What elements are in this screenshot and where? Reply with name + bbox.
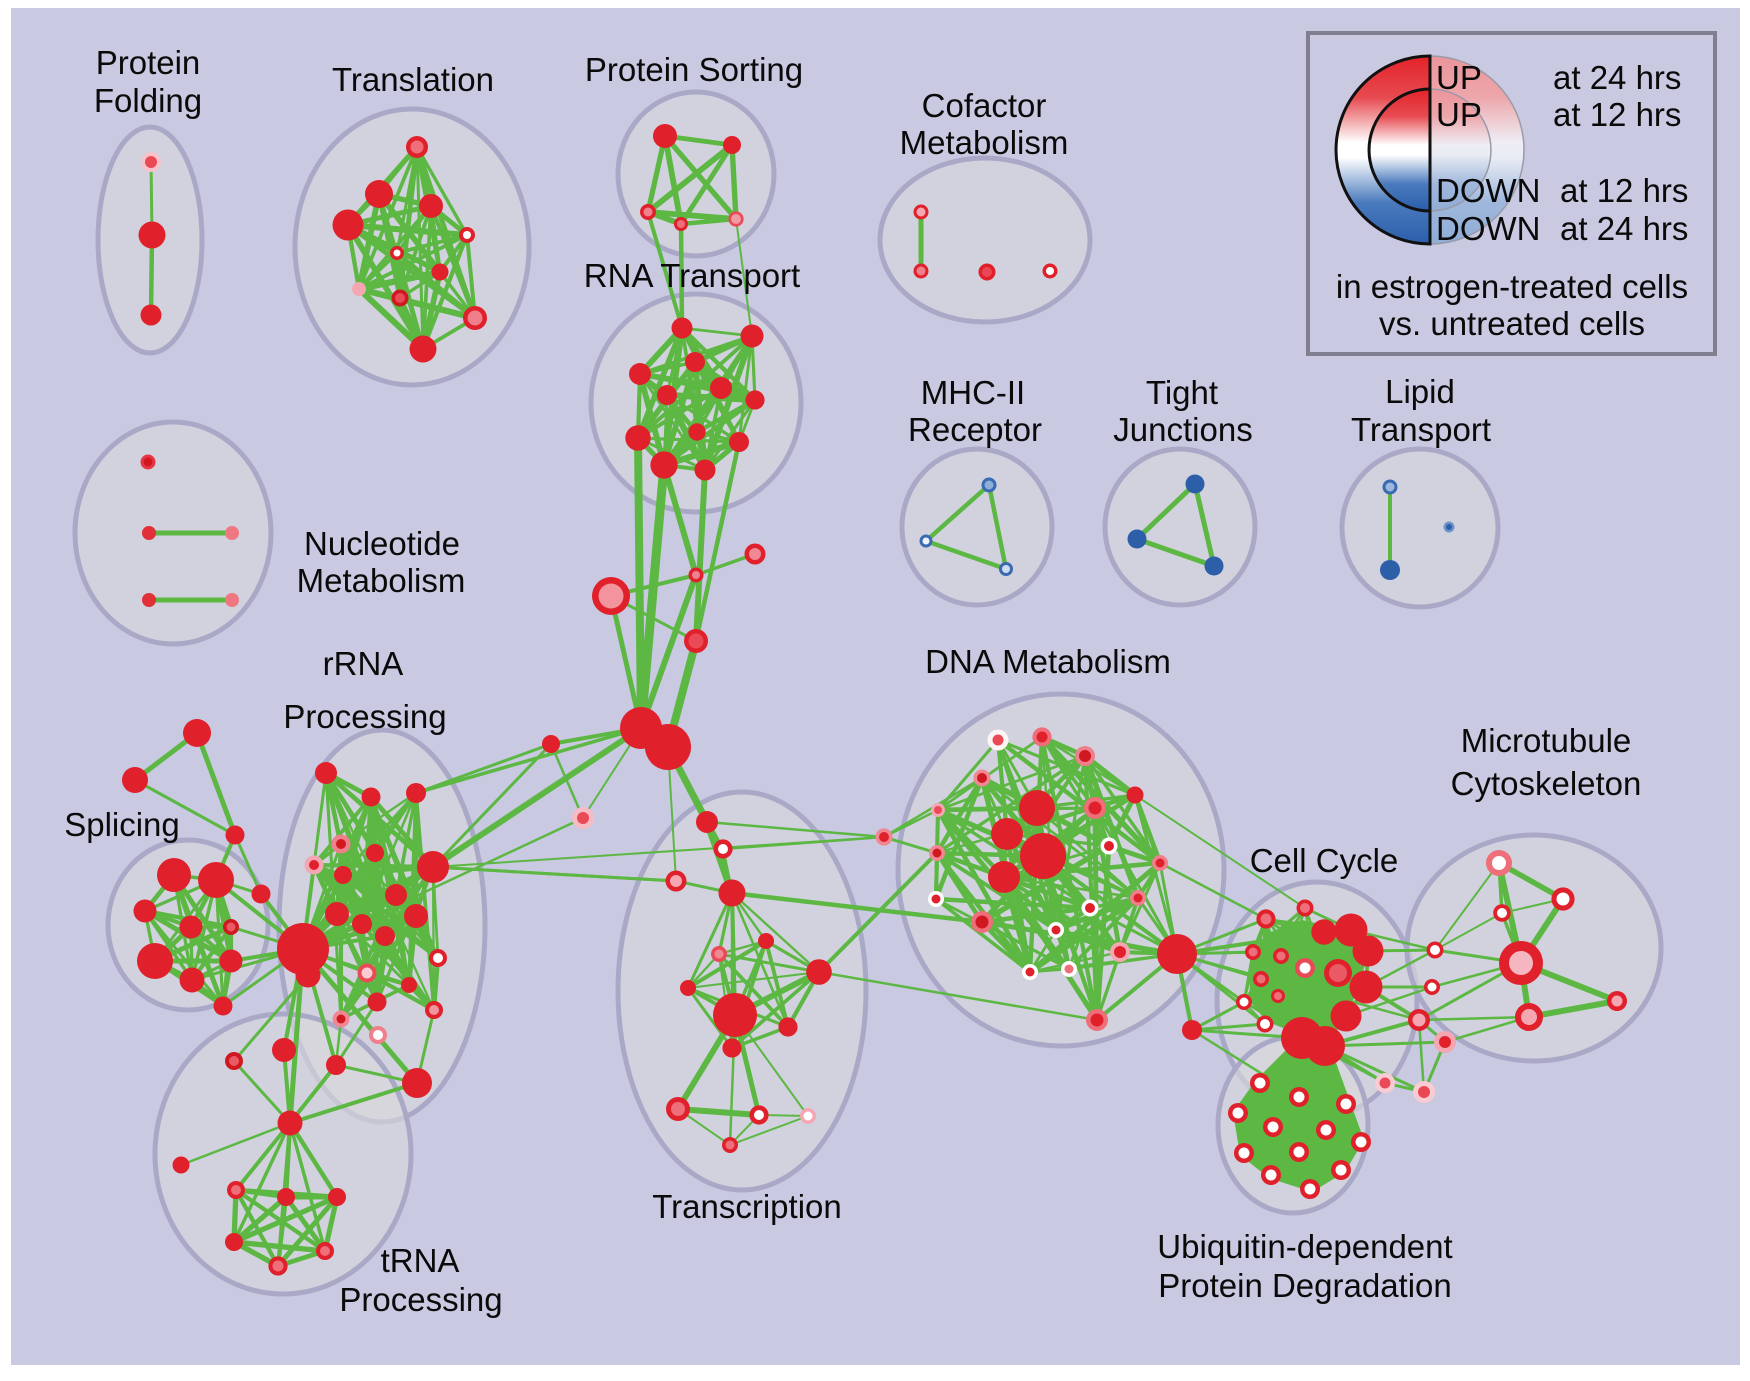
svg-text:Cell Cycle: Cell Cycle	[1250, 842, 1399, 879]
svg-text:DNA Metabolism: DNA Metabolism	[925, 643, 1171, 680]
svg-text:Cofactor: Cofactor	[922, 87, 1047, 124]
svg-text:Transcription: Transcription	[652, 1188, 842, 1225]
svg-text:UP: UP	[1436, 96, 1482, 133]
svg-text:Metabolism: Metabolism	[297, 562, 466, 599]
svg-text:Processing: Processing	[283, 698, 446, 735]
svg-text:MHC-II: MHC-II	[921, 374, 1025, 411]
svg-text:at 12 hrs: at 12 hrs	[1553, 96, 1681, 133]
svg-text:Nucleotide: Nucleotide	[304, 525, 460, 562]
svg-text:Protein: Protein	[96, 44, 201, 81]
svg-text:Folding: Folding	[94, 82, 202, 119]
svg-text:Ubiquitin-dependent: Ubiquitin-dependent	[1157, 1228, 1452, 1265]
svg-text:at 24 hrs: at 24 hrs	[1560, 210, 1688, 247]
svg-text:in estrogen-treated cells: in estrogen-treated cells	[1336, 268, 1688, 305]
svg-text:Tight: Tight	[1146, 374, 1218, 411]
svg-text:DOWN: DOWN	[1436, 210, 1540, 247]
svg-text:Protein Sorting: Protein Sorting	[585, 51, 803, 88]
svg-text:Receptor: Receptor	[908, 411, 1042, 448]
svg-text:RNA Transport: RNA Transport	[584, 257, 800, 294]
svg-text:Lipid: Lipid	[1385, 373, 1455, 410]
svg-text:Junctions: Junctions	[1113, 411, 1252, 448]
svg-text:Transport: Transport	[1351, 411, 1491, 448]
svg-text:UP: UP	[1436, 59, 1482, 96]
svg-text:DOWN: DOWN	[1436, 172, 1540, 209]
svg-text:Splicing: Splicing	[64, 806, 180, 843]
svg-text:Microtubule: Microtubule	[1461, 722, 1632, 759]
svg-text:at 12 hrs: at 12 hrs	[1560, 172, 1688, 209]
svg-text:Processing: Processing	[339, 1281, 502, 1318]
svg-text:Translation: Translation	[332, 61, 494, 98]
svg-text:Metabolism: Metabolism	[900, 124, 1069, 161]
svg-text:vs. untreated cells: vs. untreated cells	[1379, 305, 1645, 342]
svg-text:rRNA: rRNA	[323, 645, 404, 682]
svg-text:Protein Degradation: Protein Degradation	[1158, 1267, 1452, 1304]
svg-text:tRNA: tRNA	[381, 1242, 460, 1279]
svg-text:at 24 hrs: at 24 hrs	[1553, 59, 1681, 96]
svg-text:Cytoskeleton: Cytoskeleton	[1451, 765, 1642, 802]
